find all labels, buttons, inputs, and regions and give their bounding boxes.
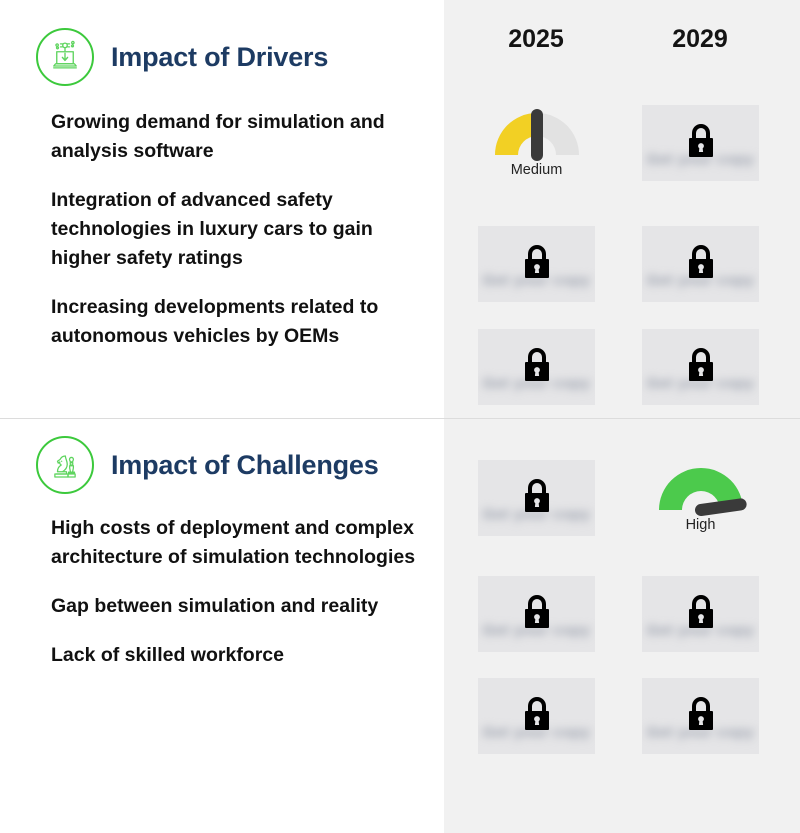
locked-cell[interactable]: Get your copy <box>478 226 595 302</box>
locked-cell[interactable]: Get your copy <box>478 460 595 536</box>
locked-cell[interactable]: Get your copy <box>642 678 759 754</box>
locked-cell[interactable]: Get your copy <box>478 329 595 405</box>
lock-icon <box>517 692 557 741</box>
locked-content[interactable]: Get your copy <box>642 226 759 302</box>
blurred-placeholder-text: Get your copy <box>482 375 591 392</box>
locked-cell[interactable]: Get your copy <box>642 226 759 302</box>
blurred-placeholder-text: Get your copy <box>646 375 755 392</box>
blurred-placeholder-text: Get your copy <box>482 724 591 741</box>
locked-cell[interactable]: Get your copy <box>478 576 595 652</box>
bullet-list-drivers: Growing demand for simulation and analys… <box>51 108 433 351</box>
locked-content[interactable]: Get your copy <box>478 678 595 754</box>
locked-content[interactable]: Get your copy <box>478 329 595 405</box>
chess-pieces-icon <box>36 436 94 494</box>
lock-icon <box>517 590 557 639</box>
section-divider <box>0 418 800 419</box>
locked-content[interactable]: Get your copy <box>478 460 595 536</box>
bullet-item: Integration of advanced safety technolog… <box>51 189 373 270</box>
locked-content[interactable]: Get your copy <box>642 329 759 405</box>
column-header-2025: 2025 <box>508 25 564 53</box>
bullet-list-challenges: High costs of deployment and complex arc… <box>51 514 433 670</box>
section-title-challenges: Impact of Challenges <box>111 449 379 480</box>
locked-content[interactable]: Get your copy <box>642 105 759 181</box>
lock-icon <box>681 343 721 392</box>
lock-icon <box>681 119 721 168</box>
gauge: High <box>642 460 759 546</box>
section-title-drivers: Impact of Drivers <box>111 41 329 72</box>
lock-icon <box>681 240 721 289</box>
bullet-item: Gap between simulation and reality <box>51 595 379 618</box>
column-header-2029: 2029 <box>672 25 728 53</box>
gauge-label: High <box>685 517 716 533</box>
gauge: Medium <box>478 105 595 191</box>
blurred-placeholder-text: Get your copy <box>482 506 591 523</box>
locked-content[interactable]: Get your copy <box>478 576 595 652</box>
bullet-item: Increasing developments related to auton… <box>51 296 379 348</box>
bullet-item: High costs of deployment and complex arc… <box>51 517 416 569</box>
locked-cell[interactable]: Get your copy <box>642 105 759 181</box>
lock-icon <box>517 343 557 392</box>
left-content-column: Impact of Drivers Growing demand for sim… <box>36 28 433 670</box>
bullet-item: Lack of skilled workforce <box>51 644 285 667</box>
lock-icon <box>517 474 557 523</box>
locked-content[interactable]: Get your copy <box>478 226 595 302</box>
blurred-placeholder-text: Get your copy <box>482 622 591 639</box>
section-header-drivers: Impact of Drivers <box>36 28 328 86</box>
locked-cell[interactable]: Get your copy <box>642 329 759 405</box>
lock-icon <box>681 590 721 639</box>
locked-cell[interactable]: Get your copy <box>478 678 595 754</box>
blurred-placeholder-text: Get your copy <box>482 272 591 289</box>
blurred-placeholder-text: Get your copy <box>646 622 755 639</box>
section-header-challenges: Impact of Challenges <box>36 436 379 494</box>
locked-content[interactable]: Get your copy <box>642 678 759 754</box>
lock-icon <box>681 692 721 741</box>
laptop-download-network-icon <box>36 28 94 86</box>
blurred-placeholder-text: Get your copy <box>646 151 755 168</box>
gauge-cell: Medium <box>478 105 595 181</box>
locked-cell[interactable]: Get your copy <box>642 576 759 652</box>
bullet-item: Growing demand for simulation and analys… <box>51 111 385 163</box>
locked-content[interactable]: Get your copy <box>642 576 759 652</box>
blurred-placeholder-text: Get your copy <box>646 724 755 741</box>
gauge-label: Medium <box>510 162 563 178</box>
lock-icon <box>517 240 557 289</box>
gauge-cell: High <box>642 460 759 536</box>
blurred-placeholder-text: Get your copy <box>646 272 755 289</box>
